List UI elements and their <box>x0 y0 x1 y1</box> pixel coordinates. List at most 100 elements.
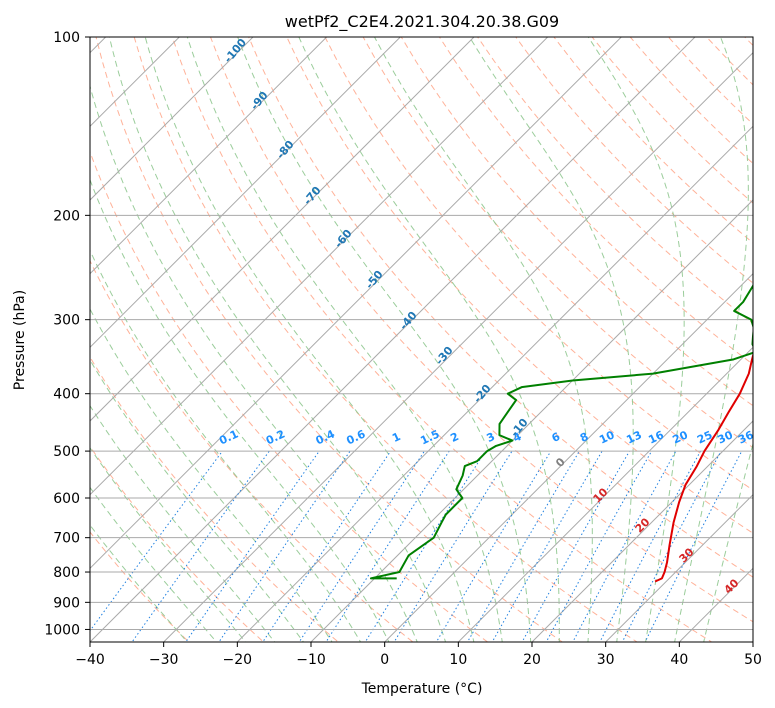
isotherm-line <box>0 10 59 654</box>
moist-adiabat-line <box>186 37 503 642</box>
x-tick-label: −40 <box>75 652 105 668</box>
isotherm-line <box>162 51 753 642</box>
moist-adiabat-line <box>144 37 475 642</box>
dry-adiabat-line <box>90 356 339 642</box>
x-tick-label: 30 <box>597 652 615 668</box>
dry-adiabat-line <box>324 37 753 491</box>
moist-adiabat-label: -90 <box>248 89 271 113</box>
dry-adiabat-line <box>438 37 753 366</box>
moist-adiabat-line <box>298 37 560 642</box>
x-tick-label: −30 <box>149 652 179 668</box>
dry-adiabat-line <box>515 37 753 284</box>
dry-adiabat-line <box>286 37 753 534</box>
moist-adiabat-line <box>373 37 593 642</box>
x-tick-label: 40 <box>670 652 688 668</box>
moist-adiabat-line <box>674 37 749 642</box>
x-tick-label: −20 <box>223 652 253 668</box>
isotherm-line <box>90 37 623 570</box>
plot-frame <box>89 36 754 643</box>
isotherm-line <box>90 37 549 496</box>
mixing-ratio-line <box>325 450 450 642</box>
moist-adiabat-line <box>587 37 685 642</box>
isotherm-line <box>90 37 696 642</box>
dry-adiabat-line <box>90 259 414 642</box>
y-tick-label: 800 <box>53 565 80 581</box>
moist-adiabat-line <box>90 178 390 642</box>
dry-adiabat-line <box>248 37 753 578</box>
mixing-ratio-line <box>393 450 513 642</box>
mixing-ratio-label: 30 <box>716 428 736 446</box>
moist-adiabat-label: -100 <box>221 36 249 66</box>
mixing-ratio-line <box>435 450 552 642</box>
isotherm-line <box>90 37 475 422</box>
x-tick-label: 10 <box>449 652 467 668</box>
mixing-ratio-label: 25 <box>695 428 714 446</box>
isotherm-line <box>90 37 402 349</box>
mixing-ratio-label: 1 <box>390 430 402 445</box>
isotherm-line <box>90 37 181 128</box>
y-tick-label: 700 <box>53 531 80 547</box>
y-tick-label: 600 <box>53 491 80 507</box>
mixing-ratio-label: 36 <box>736 428 756 446</box>
dry-adiabat-line <box>400 37 753 407</box>
y-tick-label: 500 <box>53 444 80 460</box>
background-lines <box>0 10 775 654</box>
x-axis-label: Temperature (°C) <box>361 681 483 697</box>
dry-adiabat-line <box>744 37 753 47</box>
dry-adiabat-label: 20 <box>633 515 653 535</box>
dry-adiabat-line <box>171 37 713 642</box>
isotherm-line <box>604 493 753 642</box>
dry-adiabat-line <box>90 445 265 642</box>
y-tick-label: 1000 <box>44 622 80 638</box>
dry-adiabat-label: 0 <box>553 455 568 470</box>
dry-adiabat-line <box>95 37 564 642</box>
mixing-ratio-label: 6 <box>550 430 563 445</box>
profiles <box>369 283 753 583</box>
moist-adiabat-line <box>237 37 532 642</box>
mixing-ratio-label: 1.5 <box>418 427 441 447</box>
isotherm-line <box>90 37 328 275</box>
dry-adiabat-line <box>90 531 190 642</box>
dry-adiabat-line <box>756 10 775 654</box>
moist-adiabat-line <box>90 486 218 642</box>
dry-adiabat-line <box>209 37 753 623</box>
y-tick-label: 200 <box>53 208 80 224</box>
chart-title: wetPf2_C2E4.2021.304.20.38.G09 <box>285 12 559 32</box>
dry-adiabat-line <box>591 37 753 204</box>
moist-adiabat-label: -60 <box>332 227 355 251</box>
y-tick-label: 400 <box>53 387 80 403</box>
dry-adiabat-line <box>362 37 753 449</box>
mixing-ratio-label: 0.6 <box>344 427 367 447</box>
temperature-profile-line <box>654 351 753 583</box>
y-tick-label: 300 <box>53 313 80 329</box>
isotherm-line <box>457 346 753 642</box>
x-tick-label: 20 <box>523 652 541 668</box>
y-tick-label: 100 <box>53 30 80 46</box>
dry-adiabat-label: 40 <box>722 576 742 596</box>
dry-adiabat-label: 10 <box>591 485 611 505</box>
isotherm-line <box>236 125 753 642</box>
isotherm-line <box>383 272 753 642</box>
mixing-ratio-label: 20 <box>671 428 691 446</box>
moist-adiabat-line <box>90 84 418 642</box>
y-axis-label: Pressure (hPa) <box>12 290 28 390</box>
y-tick-label: 900 <box>53 595 80 611</box>
dry-adiabat-label: 30 <box>677 545 697 565</box>
dewpoint-profile-line <box>369 283 753 580</box>
mixing-ratio-line <box>131 450 270 642</box>
mixing-ratio-label: 10 <box>597 428 617 446</box>
moist-adiabat-label: -20 <box>471 382 494 406</box>
mixing-ratio-label: 0.2 <box>264 427 287 447</box>
moist-adiabat-line <box>468 37 634 642</box>
dry-adiabat-line <box>90 150 489 642</box>
isotherm-line <box>752 641 753 642</box>
mixing-ratio-label: 2 <box>448 430 460 445</box>
x-tick-label: 50 <box>744 652 762 668</box>
moist-adiabat-label: -70 <box>301 184 324 208</box>
moist-adiabat-label: -30 <box>433 344 456 368</box>
moist-adiabat-line <box>90 308 333 642</box>
moist-adiabat-line <box>108 37 447 642</box>
mixing-ratio-label: 16 <box>646 428 666 446</box>
